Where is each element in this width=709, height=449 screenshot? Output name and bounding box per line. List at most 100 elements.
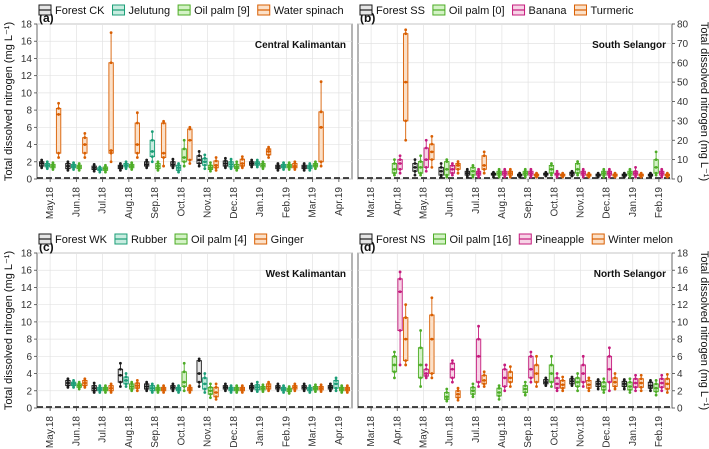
y-axis-title: Total dissolved nitrogen (mg L⁻¹) bbox=[698, 22, 709, 181]
box-oil-palm-4- bbox=[260, 383, 266, 394]
x-tick-label: Aug.18 bbox=[124, 416, 135, 448]
data-point bbox=[596, 385, 600, 388]
legend-item: Forest SS bbox=[359, 4, 425, 17]
data-point bbox=[302, 162, 306, 165]
box-jelutung bbox=[228, 157, 234, 171]
box-ginger bbox=[292, 382, 298, 393]
x-tick-label: Apr.18 bbox=[392, 416, 403, 445]
x-tick-label: Dec.18 bbox=[229, 187, 240, 219]
data-point bbox=[255, 385, 259, 389]
data-point bbox=[634, 389, 637, 393]
data-point bbox=[622, 387, 626, 391]
box-body bbox=[429, 314, 435, 375]
data-point bbox=[456, 396, 460, 400]
box-forest-ss bbox=[543, 170, 549, 178]
box-turmeric bbox=[533, 171, 540, 179]
data-point bbox=[503, 171, 507, 175]
data-point bbox=[482, 167, 486, 171]
data-point bbox=[255, 158, 259, 162]
data-point bbox=[508, 169, 512, 173]
data-point bbox=[634, 175, 637, 179]
box-body bbox=[149, 139, 155, 158]
x-tick-label: Nov.18 bbox=[203, 416, 214, 447]
box-turmeric bbox=[403, 28, 409, 142]
data-point bbox=[308, 162, 312, 165]
data-point bbox=[477, 173, 480, 177]
data-point bbox=[419, 173, 423, 177]
data-point bbox=[497, 397, 501, 401]
x-tick-label: Sep.18 bbox=[523, 416, 534, 448]
box-rubber bbox=[202, 372, 208, 394]
box-oil-palm-4- bbox=[181, 361, 187, 393]
box-forest-ss bbox=[412, 158, 418, 177]
y-tick-label: 18 bbox=[21, 20, 33, 31]
data-point bbox=[319, 80, 323, 84]
box-oil-palm-0- bbox=[653, 150, 659, 177]
data-point bbox=[607, 171, 611, 175]
legend-item: Oil palm [0] bbox=[432, 4, 505, 17]
data-point bbox=[654, 393, 658, 397]
y-tick-label: 0 bbox=[677, 404, 683, 415]
data-point bbox=[607, 346, 611, 350]
x-tick-label: Jul.18 bbox=[98, 416, 109, 443]
legend-item: Jelutung bbox=[112, 4, 170, 17]
data-point bbox=[456, 164, 460, 167]
data-point bbox=[607, 389, 611, 393]
box-forest-ss bbox=[621, 171, 627, 179]
data-point bbox=[471, 164, 475, 167]
box-forest-ss bbox=[595, 171, 601, 179]
data-point bbox=[145, 387, 149, 391]
data-point bbox=[214, 159, 218, 163]
box-forest-ss bbox=[438, 162, 444, 179]
box-body bbox=[423, 147, 429, 168]
box-rubber bbox=[123, 372, 129, 388]
data-point bbox=[430, 134, 434, 138]
data-point bbox=[393, 167, 396, 171]
data-point bbox=[109, 149, 113, 152]
data-point bbox=[477, 167, 480, 171]
data-point bbox=[665, 373, 669, 376]
data-point bbox=[576, 372, 580, 375]
x-tick-label: Aug.18 bbox=[497, 187, 508, 219]
data-point bbox=[445, 397, 449, 401]
data-point bbox=[124, 382, 128, 386]
y-tick-label: 8 bbox=[26, 106, 32, 117]
x-tick-label: Mar.18 bbox=[366, 416, 377, 447]
data-point bbox=[293, 160, 297, 164]
data-point bbox=[182, 164, 186, 168]
data-point bbox=[456, 386, 460, 390]
data-point bbox=[535, 363, 538, 367]
data-point bbox=[135, 386, 139, 390]
data-point bbox=[482, 171, 486, 175]
data-point bbox=[319, 383, 323, 387]
x-tick-label: Jul.18 bbox=[471, 187, 482, 214]
data-point bbox=[419, 165, 423, 169]
data-point bbox=[393, 173, 396, 177]
panel-region-title: North Selangor bbox=[594, 269, 666, 280]
data-point bbox=[182, 361, 186, 365]
data-point bbox=[77, 162, 81, 165]
box-water-spinach bbox=[160, 119, 167, 168]
data-point bbox=[576, 376, 580, 380]
data-point bbox=[518, 171, 522, 175]
data-point bbox=[214, 391, 218, 394]
box-banana bbox=[528, 167, 534, 179]
data-point bbox=[508, 167, 512, 171]
data-point bbox=[404, 316, 408, 319]
data-point bbox=[240, 164, 244, 168]
data-point bbox=[550, 162, 553, 165]
data-point bbox=[602, 391, 606, 394]
data-point bbox=[555, 372, 559, 375]
box-banana bbox=[397, 154, 403, 175]
data-point bbox=[203, 160, 207, 164]
box-forest-ck bbox=[117, 162, 124, 172]
y-tick-label: 2 bbox=[677, 386, 683, 397]
box-banana bbox=[423, 138, 429, 173]
box-forest-ck bbox=[196, 150, 202, 168]
data-point bbox=[66, 167, 70, 171]
data-point bbox=[607, 354, 611, 358]
legend-label: Oil palm [4] bbox=[191, 234, 247, 246]
data-point bbox=[471, 173, 475, 177]
data-point bbox=[587, 376, 591, 380]
data-point bbox=[287, 385, 291, 388]
